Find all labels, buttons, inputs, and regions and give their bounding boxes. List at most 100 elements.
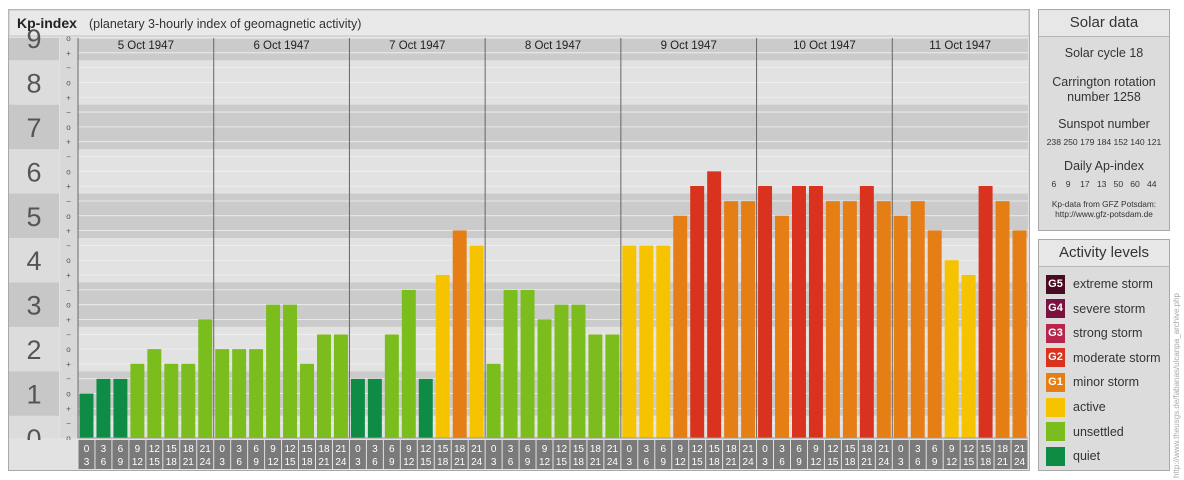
y-tick-label: 2 — [26, 335, 41, 365]
sub-tick-label: − — [66, 64, 71, 73]
kp-band — [78, 38, 1028, 61]
hour-label-start: 15 — [166, 444, 178, 455]
hour-label-start: 18 — [183, 444, 195, 455]
day-label: 10 Oct 1947 — [793, 40, 856, 52]
hour-label-start: 12 — [963, 444, 975, 455]
hour-label-start: 6 — [525, 444, 531, 455]
sub-tick-label: o — [66, 434, 71, 443]
hour-label-start: 18 — [726, 444, 738, 455]
hour-label-start: 21 — [1014, 444, 1026, 455]
hour-label-box — [604, 440, 621, 469]
hour-label-box — [434, 440, 451, 469]
hour-label-box — [638, 440, 655, 469]
y-tick-label: 8 — [26, 68, 41, 98]
sub-tick-label: o — [66, 34, 71, 43]
kp-bar — [808, 186, 823, 438]
source-line1: Kp-data from GFZ Potsdam: — [1051, 199, 1157, 209]
kp-bar — [842, 201, 857, 438]
legend-label: active — [1073, 400, 1106, 414]
hour-label-start: 18 — [861, 444, 873, 455]
hour-label-box — [621, 440, 638, 469]
watermark-url: http://www.theusgs.de/fabanas/ulcanpa_ar… — [1172, 292, 1181, 478]
y-tick-label: 7 — [26, 113, 41, 143]
hour-label-end: 24 — [200, 457, 212, 468]
kp-bar — [825, 201, 840, 438]
y-tick-label: 5 — [26, 202, 41, 232]
legend-swatch: G1 — [1046, 372, 1065, 392]
hour-label-end: 21 — [183, 457, 195, 468]
kp-band — [78, 415, 1028, 438]
hour-label-box — [892, 440, 909, 469]
title-bar — [8, 9, 1030, 37]
hour-label-box — [180, 440, 197, 469]
sub-tick-label: − — [66, 241, 71, 250]
hour-label-box — [95, 440, 112, 469]
ap-values: 6 9 17 13 50 60 44 — [1051, 179, 1157, 189]
kp-bar — [503, 290, 518, 438]
legend-item-minor-storm: G1 minor storm — [1046, 372, 1139, 392]
hour-label-end: 18 — [301, 457, 313, 468]
hour-label-start: 12 — [556, 444, 568, 455]
hour-label-box — [553, 440, 570, 469]
hour-label-end: 9 — [389, 457, 395, 468]
sub-tick-label: + — [66, 182, 71, 191]
hour-label-start: 9 — [949, 444, 955, 455]
hour-label-end: 9 — [118, 457, 124, 468]
hour-label-box — [112, 440, 129, 469]
hour-label-start: 6 — [660, 444, 666, 455]
hour-label-box — [977, 440, 994, 469]
hour-label-end: 24 — [1014, 457, 1026, 468]
hour-label-start: 3 — [779, 444, 785, 455]
hour-label-box — [723, 440, 740, 469]
hour-label-end: 18 — [573, 457, 585, 468]
legend-label: moderate storm — [1073, 350, 1161, 365]
hour-label-end: 12 — [539, 457, 551, 468]
legend-swatch: G5 — [1046, 274, 1065, 294]
hour-label-start: 3 — [236, 444, 242, 455]
y-axis-band — [9, 104, 59, 150]
hour-label-box — [248, 440, 265, 469]
kp-bar — [113, 378, 128, 438]
axis-corner — [9, 440, 77, 469]
hour-label-start: 3 — [372, 444, 378, 455]
hour-label-start: 15 — [709, 444, 721, 455]
hour-label-box — [740, 440, 757, 469]
y-axis-band — [9, 326, 59, 372]
kp-bar — [978, 186, 993, 438]
kp-bar — [452, 230, 467, 438]
hour-label-start: 6 — [389, 444, 395, 455]
hour-label-start: 9 — [813, 444, 819, 455]
legend-item-unsettled: unsettled — [1046, 422, 1124, 442]
hour-label-start: 18 — [997, 444, 1009, 455]
day-label: 11 Oct 1947 — [929, 40, 991, 52]
y-axis-band — [9, 38, 59, 61]
kp-bar — [758, 186, 773, 438]
kp-bar — [367, 378, 382, 438]
hour-label-end: 6 — [779, 457, 785, 468]
hour-label-box — [468, 440, 485, 469]
day-label: 7 Oct 1947 — [389, 40, 445, 52]
kp-bar — [724, 201, 739, 438]
kp-bar — [96, 378, 111, 438]
hour-label-start: 3 — [508, 444, 514, 455]
hour-label-box — [485, 440, 502, 469]
kp-bar — [792, 186, 806, 438]
hour-label-box — [299, 440, 315, 469]
hour-label-start: 0 — [219, 444, 225, 455]
sub-tick-label: o — [66, 123, 71, 132]
hour-label-start: 3 — [915, 444, 921, 455]
sub-tick-label: o — [66, 167, 71, 176]
hour-label-box — [282, 440, 299, 469]
hour-label-start: 18 — [454, 444, 466, 455]
hour-label-end: 6 — [644, 457, 650, 468]
legend-label: unsettled — [1073, 424, 1124, 439]
activity-levels-title: Activity levels — [1039, 240, 1169, 267]
kp-bar — [232, 349, 247, 438]
hour-label-start: 12 — [827, 444, 839, 455]
hour-label-start: 21 — [878, 444, 890, 455]
hour-label-box — [994, 440, 1011, 469]
kp-bar — [520, 290, 535, 438]
hour-label-end: 6 — [372, 457, 378, 468]
sub-tick-label: + — [66, 227, 71, 236]
kp-bar — [1012, 230, 1027, 438]
